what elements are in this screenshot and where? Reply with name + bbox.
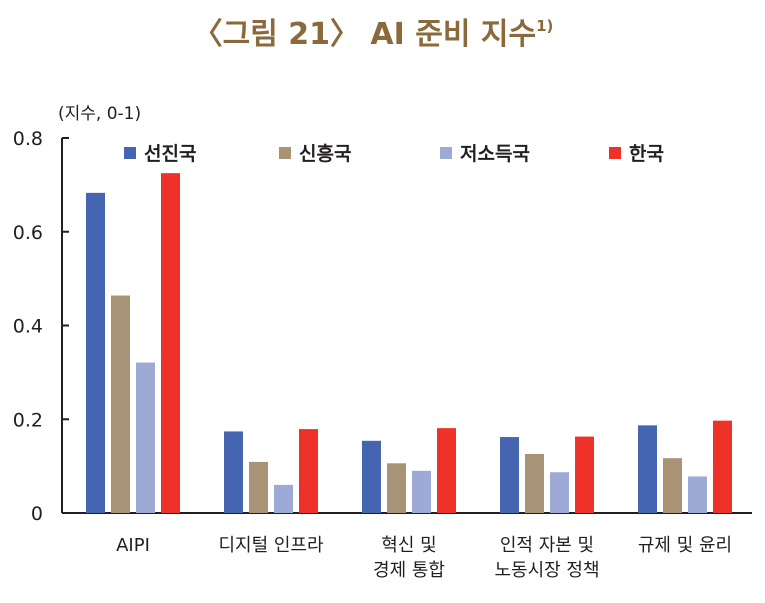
- bar: [663, 458, 682, 513]
- legend-swatch: [440, 147, 452, 159]
- y-tick-label: 0.2: [13, 409, 43, 431]
- x-tick-label: 인적 자본 및 노동시장 정책: [494, 535, 599, 581]
- bar: [437, 428, 456, 513]
- x-tick-label: 디지털 인프라: [218, 535, 324, 556]
- x-tick-label: 규제 및 윤리: [638, 535, 732, 556]
- bar: [575, 436, 594, 513]
- bars: [86, 173, 732, 513]
- legend-label: 한국: [629, 143, 664, 165]
- y-tick-label: 0.4: [13, 316, 43, 338]
- bar: [274, 484, 293, 513]
- y-tick-label: 0.8: [13, 128, 43, 150]
- category-labels: AIPI 디지털 인프라 혁신 및 경제 통합 인적 자본 및 노동시장 정책 규제 및 윤…: [116, 535, 732, 581]
- legend-swatch: [124, 147, 136, 159]
- bar: [161, 173, 180, 513]
- bar: [86, 192, 105, 513]
- legend-label: 선진국: [144, 143, 196, 165]
- legend-swatch: [279, 147, 291, 159]
- bar: [249, 461, 268, 513]
- bar: [688, 476, 707, 513]
- bar: [525, 453, 544, 513]
- legend-label: 저소득국: [460, 143, 530, 165]
- bar: [550, 472, 569, 513]
- y-tick-label: 0.6: [13, 222, 43, 244]
- y-tick-label: 0: [31, 503, 43, 525]
- bar: [136, 362, 155, 513]
- bar: [387, 463, 406, 513]
- bar: [713, 420, 732, 513]
- bar: [299, 429, 318, 513]
- x-tick-label: AIPI: [116, 535, 150, 556]
- bar: [412, 470, 431, 513]
- bar: [500, 437, 519, 513]
- x-tick-label: 혁신 및 경제 통합: [373, 535, 445, 581]
- bar: [224, 431, 243, 513]
- legend-label: 신흥국: [299, 142, 351, 165]
- bar: [638, 425, 657, 513]
- chart-title: 〈그림 21〉 AI 준비 지수1): [193, 17, 554, 52]
- bar: [111, 295, 130, 513]
- bar: [362, 440, 381, 513]
- legend: 선진국 신흥국 저소득국 한국: [124, 142, 664, 165]
- unit-label: (지수, 0-1): [58, 104, 141, 124]
- legend-swatch: [609, 147, 621, 159]
